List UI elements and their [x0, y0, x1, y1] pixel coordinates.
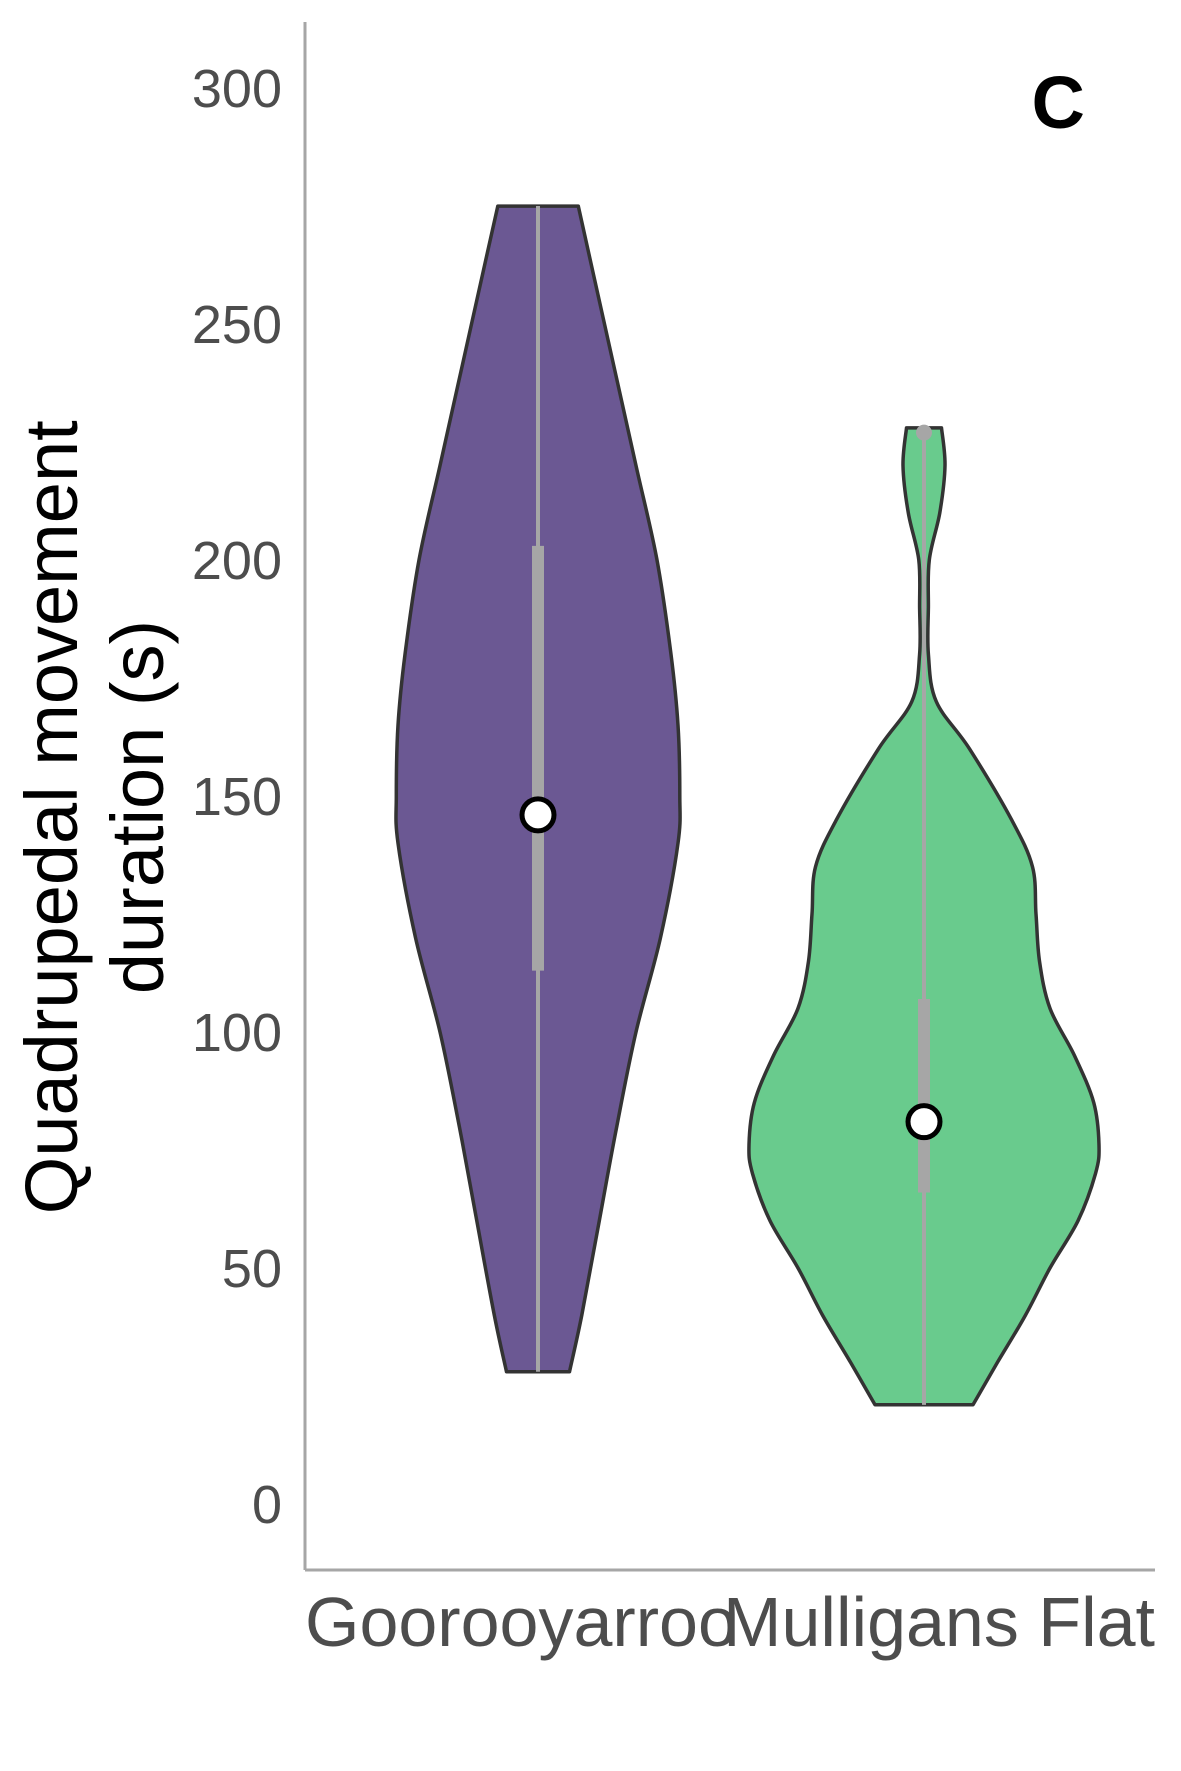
outlier-point	[916, 424, 932, 441]
boxes-layer	[519, 206, 943, 1405]
y-axis-title-line-2: duration (s)	[96, 620, 179, 994]
y-tick-label: 250	[192, 295, 282, 355]
y-axis-title-line-1: Quadrupedal movement	[10, 420, 93, 1214]
y-axis-title: Quadrupedal movement duration (s)	[10, 400, 179, 1214]
median-point	[905, 1103, 943, 1141]
median-point	[519, 796, 557, 834]
y-axis-ticks: 0 50 100 150 200 250 300	[192, 59, 282, 1535]
y-tick-label: 50	[222, 1239, 282, 1299]
violins-layer	[394, 204, 1101, 1407]
y-tick-label: 0	[252, 1475, 282, 1535]
x-category-label: Mulligans Flat	[723, 1583, 1155, 1661]
x-category-label: Goorooyarroo	[305, 1583, 737, 1661]
y-tick-label: 100	[192, 1003, 282, 1063]
panel-label: C	[1032, 61, 1085, 144]
y-tick-label: 200	[192, 531, 282, 591]
y-tick-label: 150	[192, 767, 282, 827]
y-tick-label: 300	[192, 59, 282, 119]
